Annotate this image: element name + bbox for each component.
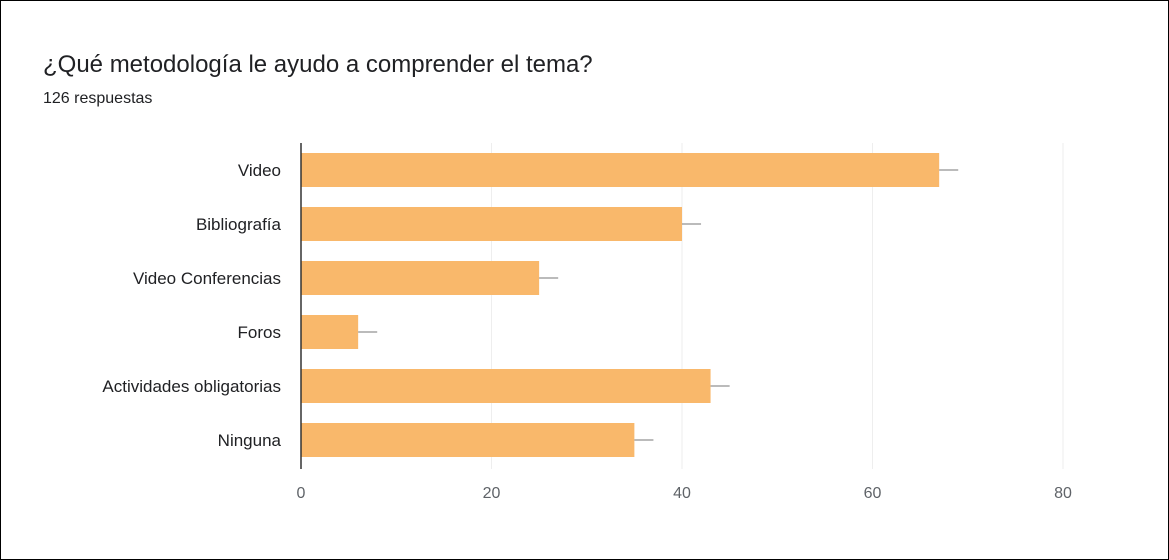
bar <box>301 369 711 403</box>
category-label: Foros <box>238 323 281 342</box>
category-label: Actividades obligatorias <box>102 377 281 396</box>
chart-title: ¿Qué metodología le ayudo a comprender e… <box>43 51 593 78</box>
bar <box>301 207 682 241</box>
x-tick-label: 40 <box>673 485 691 502</box>
x-tick-label: 60 <box>864 485 882 502</box>
response-count: 126 respuestas <box>43 90 153 107</box>
x-tick-label: 0 <box>297 485 306 502</box>
x-tick-label: 20 <box>483 485 501 502</box>
bar <box>301 423 635 457</box>
bar <box>301 153 940 187</box>
category-label: Video Conferencias <box>133 269 281 288</box>
category-label: Bibliografía <box>196 215 282 234</box>
bar <box>301 315 359 349</box>
x-tick-label: 80 <box>1054 485 1072 502</box>
bar <box>301 261 540 295</box>
category-label: Video <box>238 161 281 180</box>
category-label: Ninguna <box>218 431 282 450</box>
